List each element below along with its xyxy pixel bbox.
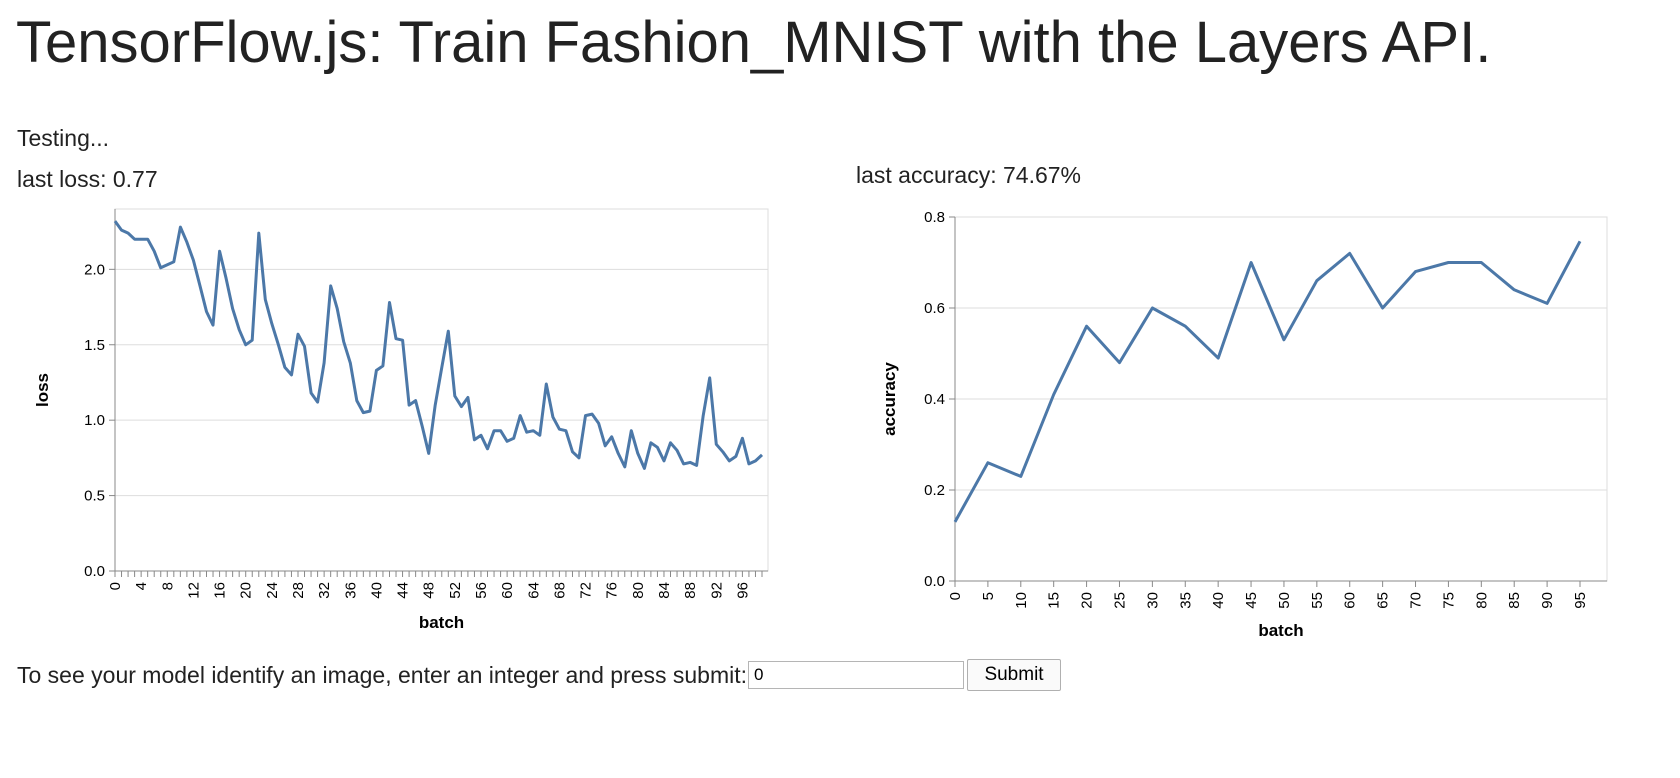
x-tick-label: 40 [368,582,385,599]
x-tick-label: 15 [1046,592,1063,609]
x-tick-label: 20 [238,582,255,599]
x-tick-label: 84 [656,582,673,599]
x-tick-label: 88 [682,582,699,599]
x-tick-label: 92 [708,582,725,599]
y-tick-label: 0.5 [84,488,105,505]
x-tick-label: 90 [1539,592,1556,609]
x-tick-label: 0 [947,592,964,600]
x-tick-label: 28 [290,582,307,599]
x-axis-title: batch [419,613,464,632]
image-index-input[interactable] [748,661,965,689]
last-accuracy-text: last accuracy: 74.67% [856,162,1082,188]
x-tick-label: 35 [1177,592,1194,609]
x-tick-label: 8 [159,582,176,590]
x-tick-label: 4 [133,582,150,590]
x-tick-label: 40 [1210,592,1227,609]
x-tick-label: 20 [1079,592,1096,609]
x-tick-label: 85 [1506,592,1523,609]
x-tick-label: 16 [212,582,229,599]
x-tick-label: 36 [342,582,359,599]
y-tick-label: 0.6 [924,300,945,317]
x-tick-label: 56 [473,582,490,599]
x-tick-label: 70 [1408,592,1425,609]
x-tick-label: 25 [1111,592,1128,609]
x-axis-title: batch [1258,621,1303,640]
y-tick-label: 0.8 [924,209,945,226]
y-tick-label: 0.4 [924,391,945,408]
x-tick-label: 76 [604,582,621,599]
x-tick-label: 72 [578,582,595,599]
series-line [113,220,764,470]
x-tick-label: 80 [1473,592,1490,609]
y-tick-label: 0.0 [84,563,105,580]
plot-frame [114,208,769,572]
x-tick-label: 10 [1013,592,1030,609]
submit-button[interactable]: Submit [967,659,1062,691]
x-tick-label: 75 [1440,592,1457,609]
y-axis-title: loss [33,373,52,407]
x-tick-label: 65 [1375,592,1392,609]
status-text: Testing... [17,125,110,151]
x-tick-label: 30 [1144,592,1161,609]
y-tick-label: 1.0 [84,412,105,429]
x-tick-label: 64 [525,582,542,599]
x-tick-label: 12 [185,582,202,599]
y-tick-label: 0.0 [924,573,945,590]
x-tick-label: 55 [1309,592,1326,609]
x-tick-label: 68 [551,582,568,599]
y-tick-label: 0.2 [924,482,945,499]
x-tick-label: 5 [980,592,997,600]
x-tick-label: 44 [395,582,412,599]
accuracy-chart: 0.0 0.2 0.4 0.6 0.8 0 5 10 15 20 25 30 35 40 45 50 55 60 6… [880,209,1608,640]
y-axis-title: accuracy [880,362,899,436]
x-tick-label: 95 [1572,592,1589,609]
y-tick-label: 2.0 [84,261,105,278]
x-tick-label: 96 [734,582,751,599]
x-tick-label: 48 [421,582,438,599]
x-tick-label: 60 [1342,592,1359,609]
x-tick-label: 52 [447,582,464,599]
page-title: TensorFlow.js: Train Fashion_MNIST with … [16,10,1492,75]
x-tick-label: 60 [499,582,516,599]
predict-instruction: To see your model identify an image, ent… [17,661,748,688]
y-tick-label: 1.5 [84,337,105,354]
series-line [953,240,1582,523]
predict-form: To see your model identify an image, ent… [17,658,1062,692]
loss-chart: 0.00.51.01.52.00 4 8 12 16 20 24 28 32 36 40 44 48 52… [33,208,769,632]
x-tick-label: 80 [630,582,647,599]
x-tick-label: 45 [1243,592,1260,609]
x-tick-label: 0 [107,582,124,590]
x-tick-label: 32 [316,582,333,599]
x-tick-label: 24 [264,582,281,599]
last-loss-text: last loss: 0.77 [17,166,158,192]
x-tick-label: 50 [1276,592,1293,609]
